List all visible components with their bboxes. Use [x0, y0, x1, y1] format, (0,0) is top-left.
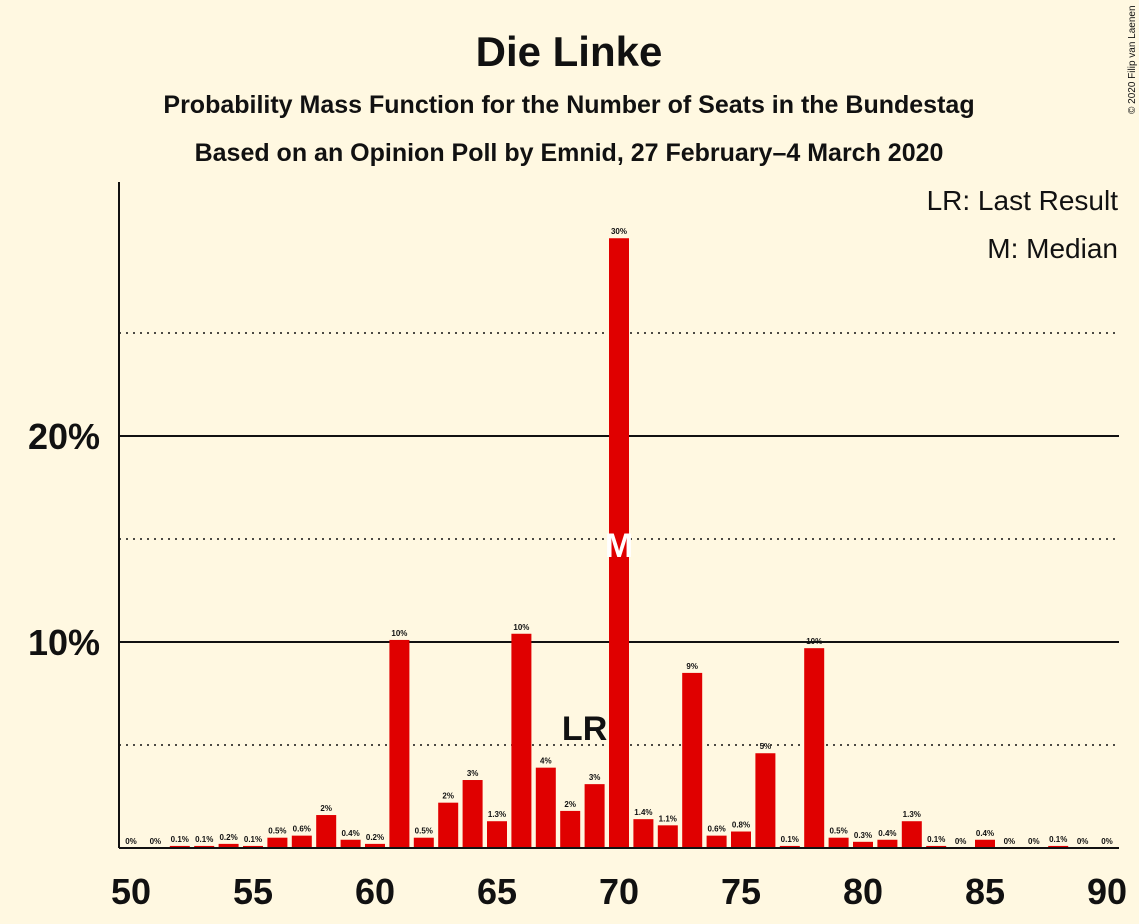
data-label-seat-54: 0.2% — [219, 833, 237, 842]
bar-seat-82 — [901, 821, 922, 848]
data-label-seat-81: 0.4% — [878, 829, 896, 838]
data-label-seat-67: 4% — [540, 757, 552, 766]
bar-seat-69 — [584, 784, 605, 848]
bar-seat-78 — [804, 648, 825, 848]
bar-seat-68 — [560, 810, 581, 848]
bar-seat-55 — [243, 845, 263, 848]
data-label-seat-59: 0.4% — [341, 829, 359, 838]
y-tick-labels: 10% 20% — [28, 416, 100, 663]
chart-title: Die Linke — [476, 28, 663, 75]
bar-seat-53 — [194, 845, 215, 848]
bar-seat-65 — [487, 821, 507, 848]
data-label-seat-72: 1.1% — [659, 814, 677, 823]
y-tick-label: 20% — [28, 416, 100, 457]
x-tick-label: 85 — [965, 871, 1005, 912]
data-label-seat-79: 0.5% — [829, 827, 847, 836]
data-label-seat-84: 0% — [955, 837, 967, 846]
bars — [169, 238, 1069, 849]
data-label-seat-89: 0% — [1077, 837, 1089, 846]
data-label-seat-70: 30% — [611, 227, 627, 236]
data-label-seat-90: 0% — [1101, 837, 1113, 846]
data-label-seat-57: 0.6% — [293, 825, 311, 834]
data-label-seat-50: 0% — [125, 837, 137, 846]
copyright-text: © 2020 Filip van Laenen — [1127, 5, 1138, 114]
bar-seat-75 — [731, 831, 751, 848]
bar-seat-74 — [706, 835, 727, 848]
data-label-seat-63: 2% — [442, 792, 454, 801]
data-label-seat-77: 0.1% — [781, 835, 799, 844]
data-label-seat-83: 0.1% — [927, 835, 945, 844]
x-tick-label: 55 — [233, 871, 273, 912]
data-label-seat-56: 0.5% — [268, 827, 286, 836]
data-label-seat-73: 9% — [686, 662, 698, 671]
data-label-seat-75: 0.8% — [732, 821, 750, 830]
bar-seat-70 — [609, 238, 629, 849]
data-label-seat-61: 10% — [391, 629, 407, 638]
data-label-seat-55: 0.1% — [244, 835, 262, 844]
x-tick-label: 50 — [111, 871, 151, 912]
data-label-seat-52: 0.1% — [171, 835, 189, 844]
x-tick-label: 75 — [721, 871, 761, 912]
data-label-seat-86: 0% — [1004, 837, 1016, 846]
data-label-seat-88: 0.1% — [1049, 835, 1067, 844]
data-label-seat-64: 3% — [467, 769, 479, 778]
data-label-seat-60: 0.2% — [366, 833, 384, 842]
data-label-seat-71: 1.4% — [634, 808, 652, 817]
bar-seat-72 — [657, 825, 678, 848]
x-tick-label: 65 — [477, 871, 517, 912]
bar-seat-79 — [828, 837, 849, 848]
data-label-seat-68: 2% — [564, 800, 576, 809]
data-label-seat-74: 0.6% — [707, 825, 725, 834]
data-label-seat-66: 10% — [513, 623, 529, 632]
chart-subtitle-2: Based on an Opinion Poll by Emnid, 27 Fe… — [195, 139, 944, 167]
data-label-seat-51: 0% — [150, 837, 162, 846]
y-tick-label: 10% — [28, 622, 100, 663]
chart-subtitle: Probability Mass Function for the Number… — [163, 91, 974, 119]
bar-seat-81 — [877, 839, 898, 848]
bar-seat-62 — [413, 837, 434, 848]
bar-seat-66 — [511, 633, 532, 848]
bar-seat-77 — [779, 845, 800, 848]
data-label-seat-65: 1.3% — [488, 810, 506, 819]
x-tick-label: 60 — [355, 871, 395, 912]
x-tick-label: 90 — [1087, 871, 1127, 912]
x-tick-label: 80 — [843, 871, 883, 912]
median-marker: M — [605, 527, 633, 565]
x-tick-label: 70 — [599, 871, 639, 912]
bar-seat-88 — [1048, 845, 1069, 848]
x-tick-labels: 50 55 60 65 70 75 80 85 90 — [111, 871, 1127, 912]
bar-seat-64 — [462, 780, 483, 848]
data-label-seat-76: 5% — [760, 742, 772, 751]
data-label-seat-58: 2% — [320, 804, 332, 813]
data-label-seat-62: 0.5% — [415, 827, 433, 836]
data-label-seat-82: 1.3% — [903, 810, 921, 819]
bar-seat-60 — [365, 843, 385, 848]
bar-seat-80 — [853, 841, 873, 848]
legend-last-result: LR: Last Result — [927, 185, 1119, 216]
bar-seat-52 — [169, 845, 190, 848]
data-labels: 0% 0% 0.1% 0.1% 0.2% 0.1% 0.5% 0.6% 2% 0.4% 0.2% 10… — [125, 227, 1113, 846]
data-label-seat-69: 3% — [589, 773, 601, 782]
bar-seat-54 — [218, 843, 239, 848]
bar-seat-61 — [389, 639, 410, 848]
bar-seat-57 — [291, 835, 312, 848]
bar-seat-67 — [535, 767, 556, 848]
bar-seat-71 — [633, 819, 654, 848]
data-label-seat-78: 10% — [806, 637, 822, 646]
bar-seat-58 — [316, 815, 337, 848]
data-label-seat-80: 0.3% — [854, 831, 872, 840]
bar-seat-63 — [438, 802, 459, 848]
data-label-seat-87: 0% — [1028, 837, 1040, 846]
last-result-marker: LR — [562, 710, 607, 748]
data-label-seat-85: 0.4% — [976, 829, 994, 838]
bar-seat-85 — [975, 839, 995, 848]
legend-median: M: Median — [987, 233, 1118, 264]
bar-seat-76 — [755, 753, 776, 848]
bar-seat-73 — [682, 672, 703, 848]
bar-seat-59 — [340, 839, 361, 848]
bar-seat-56 — [267, 837, 288, 848]
data-label-seat-53: 0.1% — [195, 835, 213, 844]
bar-seat-83 — [926, 845, 947, 848]
